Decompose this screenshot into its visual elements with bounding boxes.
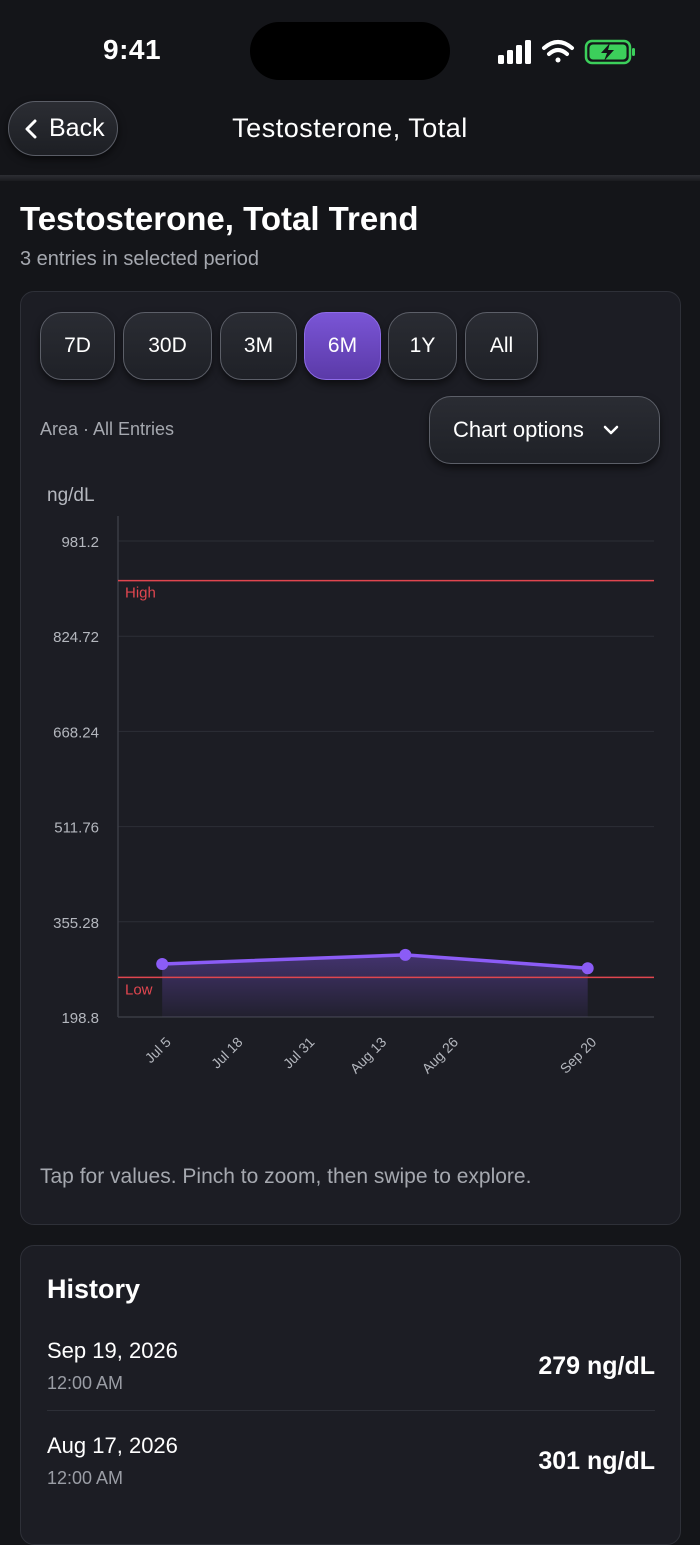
- y-tick-label: 511.76: [54, 820, 99, 837]
- cellular-signal-icon: [498, 40, 531, 64]
- history-title: History: [47, 1274, 141, 1304]
- chevron-left-icon: [25, 119, 37, 138]
- range-button-7d[interactable]: 7D: [40, 312, 115, 380]
- chevron-down-icon: [603, 425, 619, 435]
- history-card: History Sep 19, 2026 12:00 AM 279 ng/dL …: [20, 1245, 681, 1545]
- status-bar: 9:41: [0, 0, 700, 95]
- reference-label-high: High: [125, 585, 156, 602]
- range-button-30d[interactable]: 30D: [123, 312, 212, 380]
- entry-time: 12:00 AM: [47, 1468, 124, 1488]
- status-time: 9:41: [103, 34, 162, 65]
- chart-meta: Area · All Entries: [40, 419, 175, 439]
- entry-time: 12:00 AM: [47, 1373, 124, 1393]
- reference-label-low: Low: [125, 981, 153, 998]
- range-button-all[interactable]: All: [465, 312, 538, 380]
- nav-bar: Back Testosterone, Total: [0, 95, 700, 177]
- y-tick-label: 668.24: [53, 724, 99, 741]
- back-button[interactable]: Back: [8, 101, 118, 156]
- entries-count: 3 entries in selected period: [20, 248, 260, 270]
- wifi-icon: [542, 40, 574, 63]
- history-row[interactable]: Sep 19, 2026 12:00 AM 279 ng/dL: [47, 1338, 655, 1433]
- x-tick-label: Aug 13: [347, 1034, 390, 1077]
- entry-date: Aug 17, 2026: [47, 1433, 178, 1458]
- page-title: Testosterone, Total Trend: [20, 200, 419, 237]
- entry-value: 301 ng/dL: [538, 1447, 655, 1475]
- chart-options-button[interactable]: Chart options: [429, 396, 660, 464]
- range-button-1y[interactable]: 1Y: [388, 312, 457, 380]
- range-label: 1Y: [409, 334, 436, 357]
- chart-options-label: Chart options: [453, 417, 584, 442]
- data-point: [581, 962, 594, 975]
- range-label: All: [489, 334, 514, 357]
- y-tick-label: 981.2: [61, 534, 99, 551]
- range-label: 30D: [148, 334, 187, 357]
- x-tick-label: Jul 18: [208, 1034, 246, 1072]
- y-tick-label: 198.8: [61, 1010, 99, 1027]
- series-area: [162, 954, 588, 1017]
- range-button-6m[interactable]: 6M: [304, 312, 381, 380]
- range-label: 7D: [64, 334, 91, 357]
- battery-charging-icon: [584, 39, 635, 65]
- range-button-3m[interactable]: 3M: [220, 312, 297, 380]
- status-icons: [498, 39, 635, 65]
- data-point: [156, 957, 169, 970]
- trend-chart[interactable]: ng/dL 981.2 824.72 668.24 511.76 355.28 198.8 H…: [21, 477, 681, 1137]
- x-tick-label: Aug 26: [419, 1034, 462, 1077]
- entry-value: 279 ng/dL: [538, 1352, 655, 1380]
- nav-title: Testosterone, Total: [232, 113, 468, 143]
- dynamic-island: [250, 22, 450, 80]
- chart-hint: Tap for values. Pinch to zoom, then swip…: [40, 1165, 532, 1188]
- y-tick-label: 824.72: [53, 629, 99, 646]
- range-label: 3M: [243, 334, 274, 357]
- chart-card: 7D 30D 3M 6M 1Y All Area · All Entries C…: [20, 291, 681, 1225]
- back-label: Back: [49, 114, 105, 142]
- entry-date: Sep 19, 2026: [47, 1338, 178, 1363]
- range-label: 6M: [327, 334, 358, 357]
- nav-divider: [0, 175, 700, 181]
- x-tick-label: Jul 31: [280, 1034, 318, 1072]
- x-tick-label: Sep 20: [557, 1034, 600, 1077]
- y-tick-label: 355.28: [53, 915, 99, 932]
- x-tick-label: Jul 5: [142, 1034, 174, 1066]
- y-axis-label: ng/dL: [47, 485, 95, 506]
- row-divider: [47, 1410, 655, 1411]
- data-point: [399, 948, 412, 961]
- history-row[interactable]: Aug 17, 2026 12:00 AM 301 ng/dL: [47, 1433, 655, 1528]
